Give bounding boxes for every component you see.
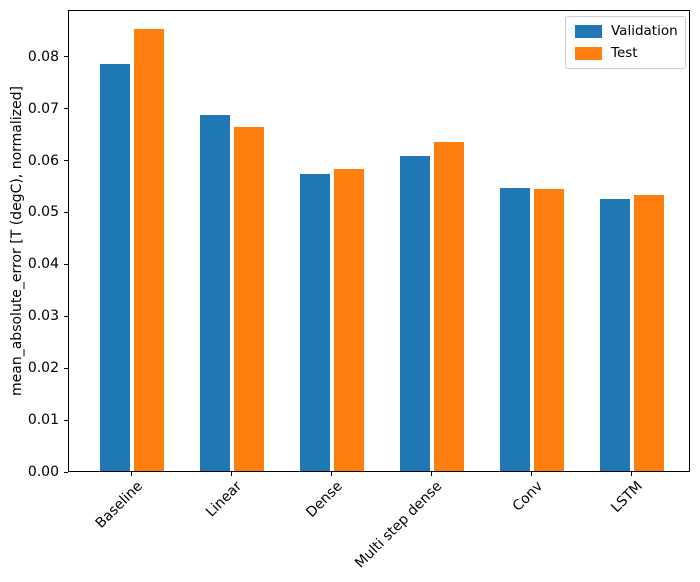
y-tick-label-0.02: 0.02 xyxy=(27,360,59,377)
bar-test-dense xyxy=(334,169,364,471)
y-axis-label: mean_absolute_error [T (degC), normalize… xyxy=(9,86,25,396)
legend-label-validation: Validation xyxy=(611,23,678,39)
x-tick-label-conv: Conv xyxy=(509,478,546,515)
y-tick-mark xyxy=(64,211,68,213)
x-tick-label-lstm: LSTM xyxy=(607,478,646,517)
legend-entry-test: Test xyxy=(575,46,676,61)
y-tick-mark xyxy=(64,419,68,421)
y-tick-label-0.04: 0.04 xyxy=(27,256,59,273)
bar-test-linear xyxy=(234,127,264,471)
bar-validation-baseline xyxy=(100,63,130,471)
y-tick-mark xyxy=(64,367,68,369)
y-tick-label-0.06: 0.06 xyxy=(27,152,59,169)
bar-validation-linear xyxy=(200,114,230,471)
bar-test-conv xyxy=(534,189,564,471)
plot-area xyxy=(68,10,690,472)
bar-validation-conv xyxy=(500,188,530,471)
bar-validation-dense xyxy=(300,174,330,471)
bar-test-multi-step-dense xyxy=(434,142,464,471)
y-tick-mark xyxy=(64,471,68,473)
legend-entry-validation: Validation xyxy=(575,23,678,39)
x-tick-mark xyxy=(330,472,332,476)
y-tick-mark xyxy=(64,263,68,265)
y-tick-label-0.08: 0.08 xyxy=(27,48,59,65)
legend-swatch-validation xyxy=(575,25,602,38)
y-tick-label-0.05: 0.05 xyxy=(27,204,59,221)
legend-label-test: Test xyxy=(611,45,638,61)
x-tick-mark xyxy=(430,472,432,476)
bar-validation-lstm xyxy=(600,199,630,471)
bar-test-baseline xyxy=(134,28,164,471)
y-tick-mark xyxy=(64,315,68,317)
bar-validation-multi-step-dense xyxy=(400,156,430,471)
y-tick-label-0.03: 0.03 xyxy=(27,308,59,325)
x-tick-label-linear: Linear xyxy=(203,478,246,521)
legend: Validation Test xyxy=(565,16,686,69)
y-tick-mark xyxy=(64,108,68,110)
y-tick-mark xyxy=(64,56,68,58)
x-tick-label-dense: Dense xyxy=(303,478,346,521)
y-tick-label-0.00: 0.00 xyxy=(27,464,59,480)
x-tick-label-multi-step-dense: Multi step dense xyxy=(352,478,446,572)
legend-swatch-test xyxy=(575,47,602,60)
x-tick-mark xyxy=(530,472,532,476)
y-tick-mark xyxy=(64,160,68,162)
x-tick-mark xyxy=(130,472,132,476)
bar-test-lstm xyxy=(634,194,664,471)
y-tick-label-0.07: 0.07 xyxy=(27,100,59,117)
x-tick-mark xyxy=(630,472,632,476)
y-tick-label-0.01: 0.01 xyxy=(27,412,59,429)
x-tick-label-baseline: Baseline xyxy=(92,478,146,532)
x-tick-mark xyxy=(230,472,232,476)
